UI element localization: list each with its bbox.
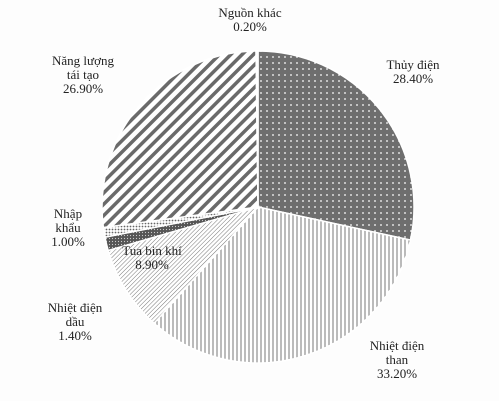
slice-label: Thủy điện 28.40% xyxy=(373,58,453,86)
category-name: Nhập khẩu xyxy=(53,206,83,235)
value-label: 1.40% xyxy=(58,328,92,343)
pie-slice xyxy=(101,50,259,229)
slice-label: Năng lượng tái tạo 26.90% xyxy=(46,54,121,96)
value-label: 8.90% xyxy=(135,257,169,272)
category-name: Nhiệt điện dầu xyxy=(47,300,103,329)
pie-slice xyxy=(257,50,415,241)
value-label: 0.20% xyxy=(233,19,267,34)
pie-slice xyxy=(153,206,412,364)
value-label: 28.40% xyxy=(392,71,434,86)
slice-label: Nguồn khác 0.20% xyxy=(205,6,295,34)
slice-label: Tua bin khí 8.90% xyxy=(107,244,197,272)
category-name: Thủy điện xyxy=(386,57,440,72)
value-label: 33.20% xyxy=(376,366,418,381)
pie-slice xyxy=(255,50,259,208)
category-name: Nhiệt điện than xyxy=(369,338,425,367)
value-label: 26.90% xyxy=(62,81,104,96)
slice-label: Nhập khẩu 1.00% xyxy=(43,207,93,249)
slice-label: Nhiệt điện dầu 1.40% xyxy=(40,301,110,343)
category-name: Tua bin khí xyxy=(122,243,182,258)
category-name: Nguồn khác xyxy=(218,5,282,20)
slice-label: Nhiệt điện than 33.20% xyxy=(362,339,432,381)
pie-slice xyxy=(107,205,261,325)
value-label: 1.00% xyxy=(51,234,85,249)
category-name: Năng lượng tái tạo xyxy=(52,53,114,82)
